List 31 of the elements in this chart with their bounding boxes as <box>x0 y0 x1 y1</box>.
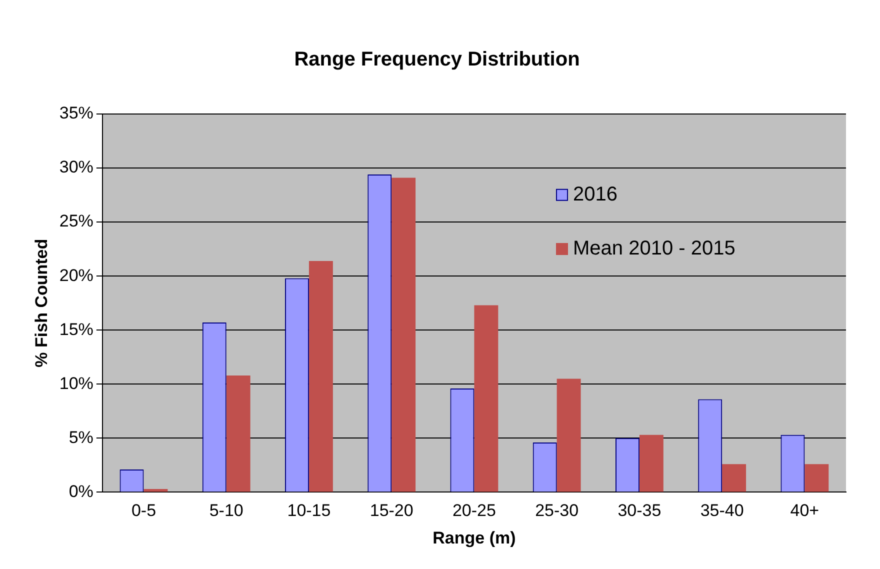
x-tick-label: 10-15 <box>287 501 331 520</box>
x-tick-label: 30-35 <box>618 501 662 520</box>
bar <box>474 305 498 492</box>
y-axis-title: % Fish Counted <box>32 238 51 368</box>
bar <box>556 378 581 492</box>
bar <box>144 488 168 492</box>
bar <box>226 376 250 492</box>
y-tick-label: 20% <box>59 266 94 285</box>
y-tick-label: 5% <box>68 428 94 447</box>
x-tick-label: 40+ <box>790 501 820 520</box>
y-tick-label: 0% <box>68 482 94 501</box>
x-tick-label: 15-20 <box>370 501 414 520</box>
x-tick-label: 20-25 <box>452 501 496 520</box>
x-tick-label: 5-10 <box>209 501 244 520</box>
bar <box>392 178 416 492</box>
y-tick-label: 25% <box>59 212 94 231</box>
y-tick-label: 35% <box>59 104 94 123</box>
chart-title: Range Frequency Distribution <box>294 48 580 71</box>
bar <box>308 260 333 492</box>
bar <box>722 464 746 492</box>
x-tick-label: 35-40 <box>700 501 744 520</box>
bar <box>804 464 829 492</box>
legend-label: Mean 2010 - 2015 <box>573 238 736 260</box>
y-tick-label: 15% <box>59 320 94 339</box>
x-tick-label: 25-30 <box>535 501 579 520</box>
x-tick-label: 0-5 <box>131 501 156 520</box>
y-tick-label: 30% <box>59 158 94 177</box>
bar <box>639 434 664 492</box>
y-tick-label: 10% <box>59 374 94 393</box>
legend-label: 2016 <box>573 183 618 206</box>
x-axis-title: Range (m) <box>432 528 516 548</box>
